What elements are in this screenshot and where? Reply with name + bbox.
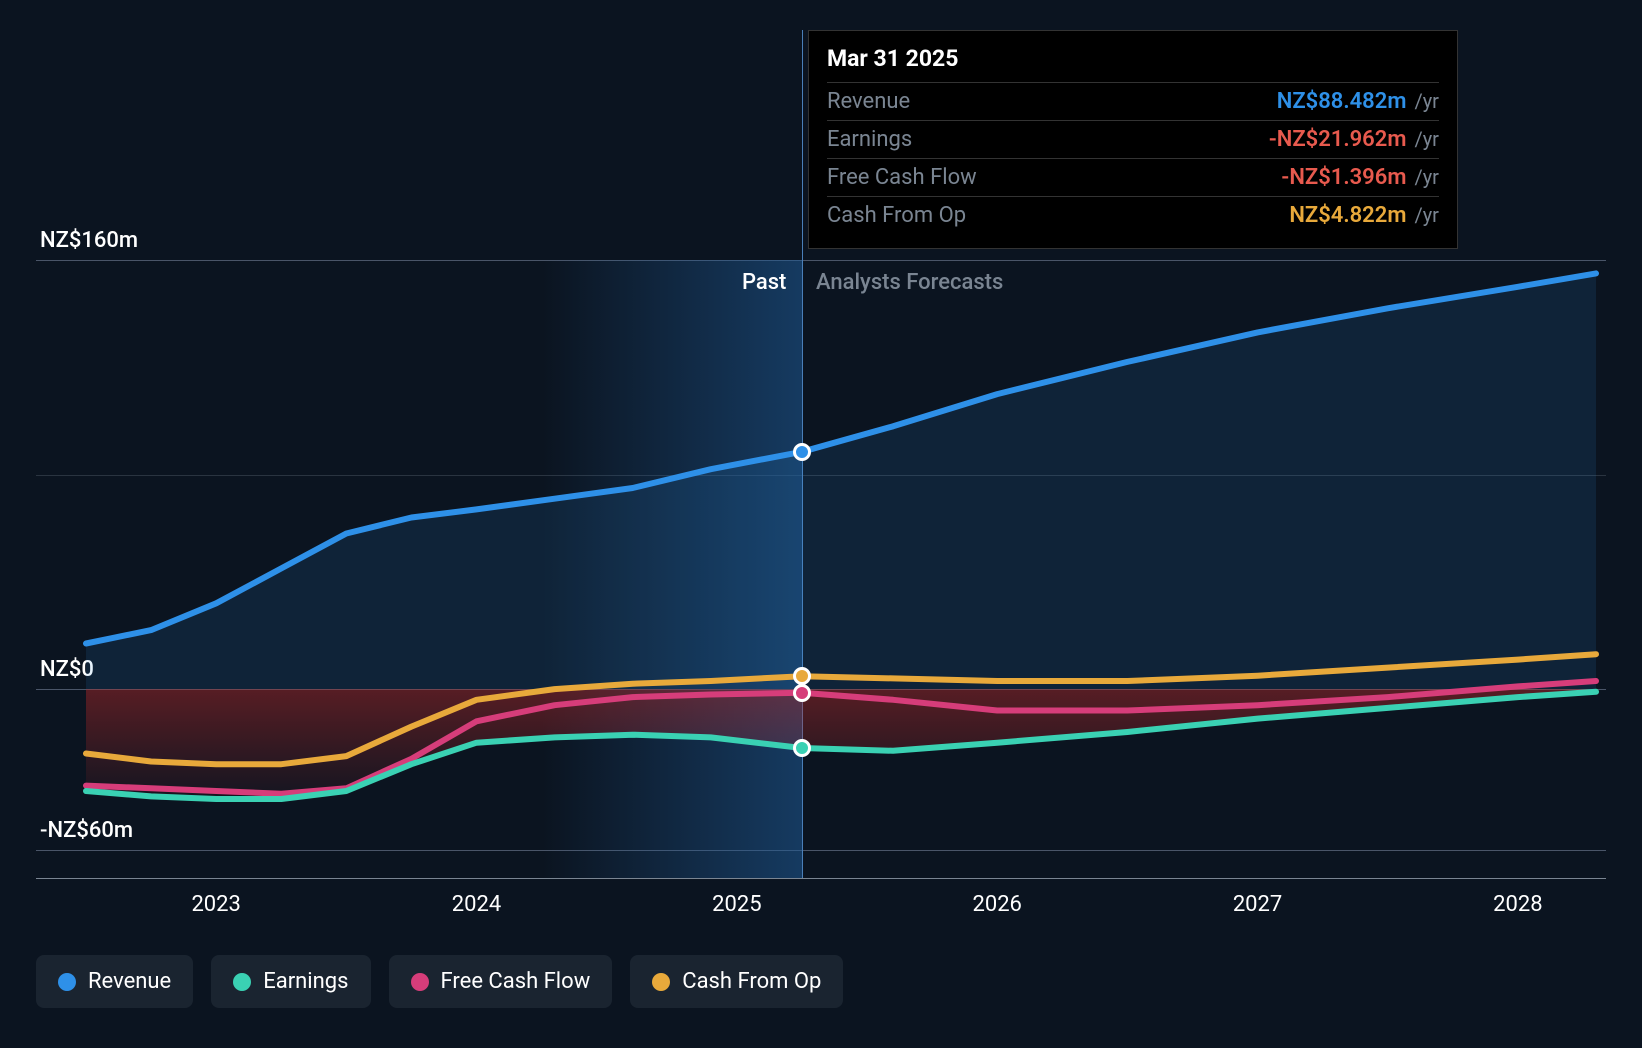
tooltip: Mar 31 2025 Revenue NZ$88.482m/yr Earnings -… bbox=[808, 30, 1458, 249]
legend-swatch-icon bbox=[233, 973, 251, 991]
x-axis-label: 2028 bbox=[1493, 892, 1542, 917]
chart-container: NZ$160mNZ$0-NZ$60m2023202420252026202720… bbox=[36, 30, 1606, 880]
tooltip-row-unit: /yr bbox=[1414, 89, 1439, 113]
legend-label: Earnings bbox=[263, 969, 348, 994]
marker-revenue bbox=[793, 443, 811, 461]
legend-label: Revenue bbox=[88, 969, 171, 994]
tooltip-row-value: NZ$4.822m bbox=[1289, 203, 1406, 228]
tooltip-row: Free Cash Flow -NZ$1.396m/yr bbox=[827, 158, 1439, 196]
legend-item-revenue[interactable]: Revenue bbox=[36, 955, 193, 1008]
tooltip-row-label: Free Cash Flow bbox=[827, 165, 977, 190]
tooltip-row-unit: /yr bbox=[1414, 203, 1439, 227]
tooltip-row-label: Revenue bbox=[827, 89, 910, 114]
tooltip-row: Earnings -NZ$21.962m/yr bbox=[827, 120, 1439, 158]
tooltip-row-value: -NZ$21.962m bbox=[1269, 127, 1407, 152]
tooltip-row: Revenue NZ$88.482m/yr bbox=[827, 82, 1439, 120]
legend-item-earnings[interactable]: Earnings bbox=[211, 955, 370, 1008]
earnings-negative-area bbox=[86, 689, 1596, 799]
legend-label: Free Cash Flow bbox=[441, 969, 591, 994]
legend-swatch-icon bbox=[411, 973, 429, 991]
marker-cfo bbox=[793, 667, 811, 685]
x-axis-label: 2026 bbox=[972, 892, 1021, 917]
tooltip-row-unit: /yr bbox=[1414, 165, 1439, 189]
tooltip-title: Mar 31 2025 bbox=[827, 45, 1439, 82]
legend-swatch-icon bbox=[58, 973, 76, 991]
tooltip-row-unit: /yr bbox=[1414, 127, 1439, 151]
x-axis-label: 2024 bbox=[452, 892, 501, 917]
tooltip-row-value: -NZ$1.396m bbox=[1281, 165, 1406, 190]
revenue-area bbox=[86, 273, 1596, 689]
legend: Revenue Earnings Free Cash Flow Cash From O… bbox=[36, 955, 843, 1008]
tooltip-row-label: Cash From Op bbox=[827, 203, 966, 228]
legend-swatch-icon bbox=[652, 973, 670, 991]
tooltip-row-value: NZ$88.482m bbox=[1277, 89, 1407, 114]
plot-area[interactable]: NZ$160mNZ$0-NZ$60m2023202420252026202720… bbox=[36, 30, 1606, 880]
x-axis-label: 2027 bbox=[1233, 892, 1282, 917]
legend-item-fcf[interactable]: Free Cash Flow bbox=[389, 955, 613, 1008]
legend-item-cfo[interactable]: Cash From Op bbox=[630, 955, 843, 1008]
x-axis-label: 2025 bbox=[712, 892, 761, 917]
legend-label: Cash From Op bbox=[682, 969, 821, 994]
tooltip-row-label: Earnings bbox=[827, 127, 912, 152]
marker-fcf bbox=[793, 684, 811, 702]
marker-earnings bbox=[793, 739, 811, 757]
x-axis-label: 2023 bbox=[191, 892, 240, 917]
tooltip-row: Cash From Op NZ$4.822m/yr bbox=[827, 196, 1439, 234]
